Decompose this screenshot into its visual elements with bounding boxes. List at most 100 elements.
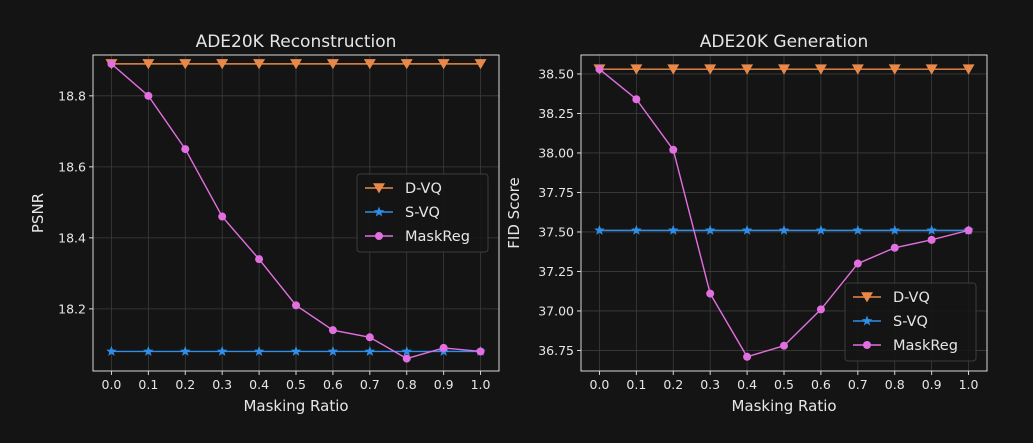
x-tick-label: 0.9 [922,377,942,392]
data-point [780,341,788,350]
data-point [181,145,190,154]
data-point [476,347,485,356]
y-tick-label: 38.50 [538,66,574,81]
data-point [290,345,302,356]
data-point [778,64,790,75]
x-tick-label: 0.2 [175,377,195,392]
legend: D-VQ S-VQ MaskReg [844,282,977,362]
data-point [706,289,715,298]
chart-title: ADE20K Reconstruction [196,32,397,52]
data-point [180,345,191,356]
legend-label: S-VQ [893,314,928,330]
data-point [962,64,975,75]
x-tick-label: 0.3 [700,377,720,392]
y-tick-label: 38.25 [538,106,574,121]
data-point [290,59,302,70]
data-point [927,235,936,244]
data-point [778,224,790,235]
data-point [888,64,901,75]
data-point [631,224,642,235]
x-axis-label: Masking Ratio [243,397,348,415]
legend-marker [375,232,383,240]
legend-label: MaskReg [893,338,958,354]
x-tick-label: 0.0 [590,377,610,392]
series-d-vq [105,59,487,70]
y-tick-label: 37.50 [538,224,574,239]
legend-marker [373,183,385,194]
panel-2: 0.0 0.1 0.2 0.3 0.4 0.5 0.6 0.7 0.8 0.9 1.0 36.75 37… [505,32,988,415]
x-axis-label: Masking Ratio [731,397,836,415]
x-tick-label: 1.0 [959,377,979,392]
data-point [630,64,643,75]
legend-label: D-VQ [893,290,930,306]
x-tick-label: 1.0 [471,377,491,392]
data-point [853,259,862,268]
data-point [106,345,117,356]
y-tick-label: 36.75 [538,343,574,358]
x-tick-label: 0.7 [360,377,380,392]
x-tick-label: 0.7 [848,377,868,392]
x-tick-label: 0.5 [286,377,306,392]
data-point [741,64,754,75]
panel-1: 0.0 0.1 0.2 0.3 0.4 0.5 0.6 0.7 0.8 0.9 1.0 18.2 18.… [29,32,500,415]
data-point [668,224,679,235]
data-point [327,345,339,356]
data-point [667,64,680,75]
legend-marker [863,341,871,349]
data-point [704,64,717,75]
data-point [925,64,938,75]
data-point [474,59,487,70]
data-point [741,224,753,235]
legend-marker [861,292,873,303]
y-axis-label: PSNR [29,193,47,233]
data-point [218,212,227,221]
data-point [437,59,450,70]
data-point [216,345,228,356]
data-point [669,145,678,154]
data-point [365,333,374,342]
y-tick-label: 37.00 [538,303,574,318]
legend-label: D-VQ [405,181,442,197]
data-point [704,224,716,235]
data-point [594,224,605,235]
data-point [402,354,411,363]
x-tick-label: 0.3 [212,377,232,392]
data-point [851,64,864,75]
data-point [255,255,264,264]
x-tick-label: 0.0 [102,377,122,392]
data-point [890,243,899,252]
series-maskreg [107,59,485,363]
data-point [292,301,300,310]
y-tick-label: 18.2 [58,301,86,316]
y-tick-label: 38.00 [538,145,574,160]
series-maskreg [595,65,973,361]
data-point [328,326,337,335]
data-point [889,224,900,235]
data-point [964,226,973,235]
data-point [400,59,413,70]
data-point [363,59,376,70]
legend-label: S-VQ [405,205,440,221]
data-point [816,305,825,314]
data-point [926,224,937,235]
data-point [401,345,412,356]
data-point [142,59,155,70]
data-point [743,352,752,361]
y-tick-label: 18.8 [58,88,86,103]
data-point [439,343,448,352]
x-tick-label: 0.8 [885,377,905,392]
x-tick-label: 0.4 [737,377,757,392]
legend-box [356,173,489,253]
x-tick-label: 0.8 [397,377,417,392]
data-point [144,91,153,100]
x-tick-label: 0.6 [811,377,831,392]
x-tick-label: 0.5 [774,377,794,392]
data-point [632,95,641,104]
data-point [253,59,266,70]
legend: D-VQ S-VQ MaskReg [356,173,489,253]
data-point [326,59,339,70]
legend-label: MaskReg [405,229,470,245]
legend-marker [861,315,873,326]
